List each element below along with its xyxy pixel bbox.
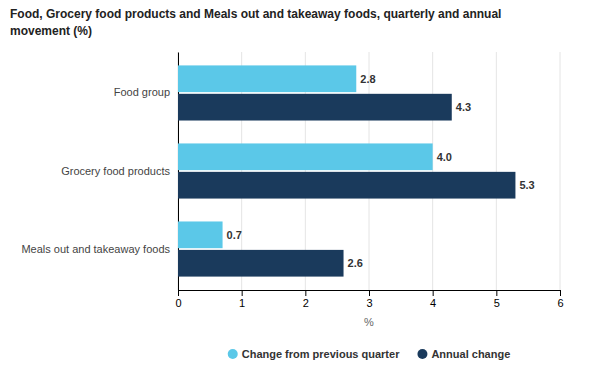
- y-tick: Food group: [114, 86, 178, 98]
- title-line: Food, Grocery food products and Meals ou…: [10, 7, 501, 21]
- x-tick-label: 1: [239, 297, 245, 309]
- data-label: 4.0: [437, 151, 452, 163]
- legend-item: Annual change: [417, 348, 510, 360]
- grid-line: [560, 52, 561, 290]
- data-label: 4.3: [456, 101, 471, 113]
- grid-line: [432, 52, 433, 290]
- x-tick-mark: [305, 290, 306, 296]
- data-labels: 0.7 4.0 2.8 2.6 5.3 4.3: [227, 73, 535, 269]
- x-tick-label: 5: [494, 297, 500, 309]
- data-label: 2.6: [348, 257, 363, 269]
- y-axis: Meals out and takeaway foods Grocery food…: [21, 53, 178, 291]
- data-label: 0.7: [227, 229, 242, 241]
- x-tick-label: 0: [175, 297, 181, 309]
- bar: [178, 250, 344, 277]
- title-line: movement (%): [10, 24, 92, 38]
- grid-line: [369, 52, 370, 290]
- bar: [178, 172, 515, 199]
- y-tick-label: Food group: [114, 86, 170, 98]
- x-axis-line: [179, 291, 561, 297]
- x-tick-label: 3: [366, 297, 372, 309]
- x-axis-title: %: [364, 316, 374, 328]
- legend-item: Change from previous quarter: [228, 348, 400, 360]
- x-tick-mark: [433, 290, 434, 296]
- legend: Change from previous quarter Annual chang…: [228, 348, 511, 360]
- y-tick-label: Grocery food products: [61, 165, 170, 177]
- bar: [178, 65, 356, 92]
- chart: Food, Grocery food products and Meals ou…: [0, 0, 600, 372]
- grid: [178, 52, 560, 290]
- grid-line: [496, 52, 497, 290]
- bar: [178, 143, 433, 170]
- x-tick-mark: [560, 290, 561, 296]
- legend-label: Change from previous quarter: [242, 348, 400, 360]
- x-tick: 4: [430, 290, 436, 309]
- x-tick-mark: [496, 290, 497, 296]
- y-tick-label: Meals out and takeaway foods: [21, 243, 170, 255]
- x-tick: 2: [303, 290, 309, 309]
- bar: [178, 94, 452, 121]
- bar: [178, 221, 223, 248]
- x-tick: 0: [175, 290, 181, 309]
- x-tick-label: 2: [303, 297, 309, 309]
- x-tick-label: 4: [430, 297, 436, 309]
- title: Food, Grocery food products and Meals ou…: [10, 7, 501, 38]
- x-tick-mark: [242, 290, 243, 296]
- x-tick: 1: [239, 290, 245, 309]
- legend-label: Annual change: [431, 348, 510, 360]
- y-tick: Meals out and takeaway foods: [21, 243, 178, 255]
- x-tick: 3: [366, 290, 372, 309]
- y-tick: Grocery food products: [61, 165, 178, 177]
- x-tick: 5: [494, 290, 500, 309]
- x-tick-label: 6: [557, 297, 563, 309]
- data-label: 2.8: [360, 73, 375, 85]
- x-axis: 0 1 2 3 4 5 6: [175, 290, 563, 309]
- bars: [178, 65, 515, 276]
- x-tick-mark: [178, 290, 179, 296]
- x-tick-mark: [369, 290, 370, 296]
- x-tick: 6: [557, 290, 563, 309]
- plot: 0 1 2 3 4 5 6% Meals out and takeaway foods Groc…: [21, 52, 563, 328]
- data-label: 5.3: [519, 179, 534, 191]
- legend-marker: [228, 349, 238, 359]
- legend-marker: [417, 349, 427, 359]
